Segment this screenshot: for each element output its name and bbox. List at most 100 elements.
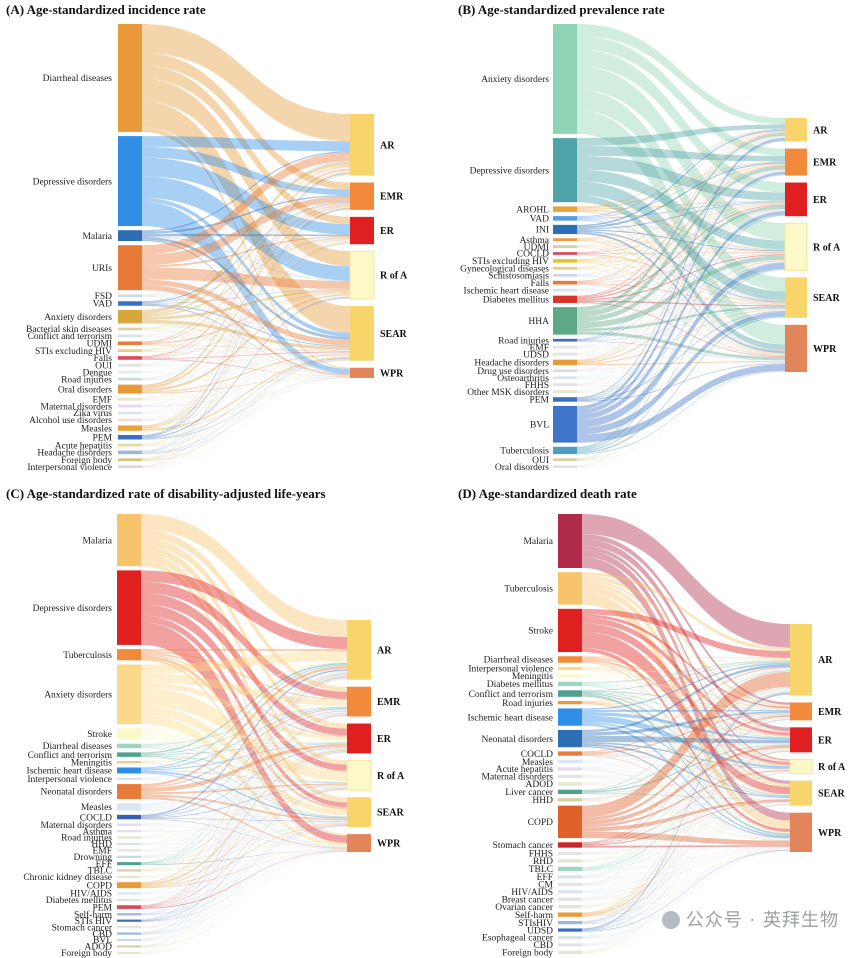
source-node-hiv-aids [558,890,582,894]
flow-malaria-to-er [141,537,347,729]
flow-falls-to-er [577,204,785,283]
flow-road-injuries-to-ar [577,135,785,340]
watermark-text: 公众号 · 英拜生物 [685,910,839,931]
flow-stroke-to-er [141,731,347,743]
source-node-neonatal-disorders [558,729,582,748]
flow-drug-use-disorders-to-emr [577,170,785,371]
source-node-pem [117,905,141,909]
flow-tuberculosis-to-er [141,652,347,737]
flow-foreign-body-to-r-of-a [582,773,790,954]
flow-measles-to-r-of-a [142,296,350,429]
flow-liver-cancer-to-ar [582,670,790,791]
source-label-ovarian-cancer: Ovarian cancer [495,903,554,913]
source-label-gynecological-diseases: Gynecological diseases [460,265,549,275]
flow-headache-disorders-to-wpr [577,361,785,366]
flow-malaria-to-r-of-a [142,236,350,281]
flow-ovarian-cancer-to-ar [582,691,790,906]
source-label-drug-use-disorders: Drug use disorders [477,367,549,377]
source-label-tblc: TBLC [529,865,553,875]
flow-road-injuries-to-emr [577,169,785,340]
flow-depressive-disorders-to-er [141,592,347,736]
flow-pem-to-wpr [141,850,347,909]
flow-emf-to-er [577,208,785,348]
flow-cocld-to-er [582,743,790,755]
flow-interpersonal-violence-to-er [142,243,350,467]
flow-maternal-disorders-to-emr [141,711,347,825]
flow-road-injuries-to-er [577,208,785,341]
flow-asthma-to-wpr [577,240,785,354]
source-node-ischemic-heart-disease [117,767,141,774]
flow-meningitis-to-er [141,742,347,763]
flow-hha-to-sear [577,306,785,332]
flow-anxiety-disorders-to-ar [577,24,785,125]
source-node-pem [553,397,577,402]
flow-copd-to-ar [141,674,347,884]
flow-eff-to-r-of-a [582,771,790,878]
flow-meningitis-to-sear [582,676,790,795]
source-label-self-harm: Self-harm [74,909,113,920]
flow-pem-to-sear [577,311,785,401]
flow-udsd-to-emr [582,719,790,930]
source-node-falls [118,356,142,360]
flow-pem-to-wpr [577,363,785,402]
flow-measles-to-emr [142,207,350,428]
flow-interpersonal-violence-to-wpr [142,377,350,468]
flow-anxiety-disorders-to-er [577,49,785,193]
source-node-anxiety-disorders [118,309,142,324]
flow-road-injuries-to-sear [141,822,347,839]
flow-maternal-disorders-to-ar [582,669,790,776]
flow-copd-to-ar [582,671,790,818]
sankey-panel-1: (A) Age-standardized incidence rate Diarr… [6,2,408,473]
flow-road-injuries-to-er [142,240,350,380]
flow-anxiety-disorders-to-wpr [141,715,347,847]
flow-interpersonal-violence-to-sear [141,779,347,819]
flow-cbd-to-ar [582,694,790,944]
source-node-tblc [117,869,141,872]
source-node-asthma [553,238,577,241]
panel-title: (C) Age-standardized rate of disability-… [6,486,326,501]
flow-osteoarthritis-to-sear [577,310,785,379]
flow-diabetes-mellitus-to-sear [577,300,785,307]
flow-foreign-body-to-wpr [142,377,350,462]
source-label-maternal-disorders: Maternal disorders [41,821,113,831]
source-label-neonatal-disorders: Neonatal disorders [41,788,113,798]
flow-road-injuries-to-wpr [582,703,790,836]
flow-pem-to-er [577,210,785,400]
flow-meningitis-to-emr [582,675,790,710]
flow-measles-to-emr [141,709,347,807]
source-label-measles: Measles [522,758,553,768]
flow-headache-disorders-to-r-of-a [142,297,350,453]
flow-bvl-to-sear [577,311,785,435]
flow-oral-disorders-to-ar [142,168,350,387]
source-node-rhd [558,859,582,863]
flow-conflict-and-terrorism-to-ar [142,165,350,335]
flow-malaria-to-emr [582,534,790,705]
flow-diarrheal-diseases-to-wpr [141,747,347,848]
flow-emf-to-er [142,241,350,400]
flow-drowning-to-ar [141,672,347,857]
source-label-acute-hepatitis: Acute hepatitis [55,441,113,451]
flow-hiv-aids-to-ar [141,675,347,893]
flow-emf-to-ar [141,672,347,850]
source-label-bvl: BVL [530,420,549,430]
flow-udsd-to-ar [582,692,790,930]
source-node-osteoarthritis [553,376,577,380]
flow-bacterial-skin-diseases-to-wpr [142,329,350,376]
flow-cm-to-emr [582,718,790,885]
flow-osteoarthritis-to-ar [577,137,785,377]
flow-stis-excluding-hiv-to-emr [577,164,785,261]
flow-acute-hepatitis-to-er [582,743,790,769]
source-node-foreign-body [558,950,582,954]
flow-adod-to-ar [141,678,347,946]
target-node-emr [790,702,812,721]
source-node-arohl [553,206,577,212]
flow-oui-to-ar [577,141,785,459]
flow-gynecological-diseases-to-r-of-a [577,252,785,269]
flow-liver-cancer-to-wpr [582,793,790,841]
flow-headache-disorders-to-r-of-a [577,260,785,363]
flow-stis-excluding-hiv-to-ar [142,166,350,350]
flow-dengue-to-wpr [142,372,350,377]
flow-malaria-to-ar [582,514,790,648]
source-label-meningitis: Meningitis [512,672,553,682]
